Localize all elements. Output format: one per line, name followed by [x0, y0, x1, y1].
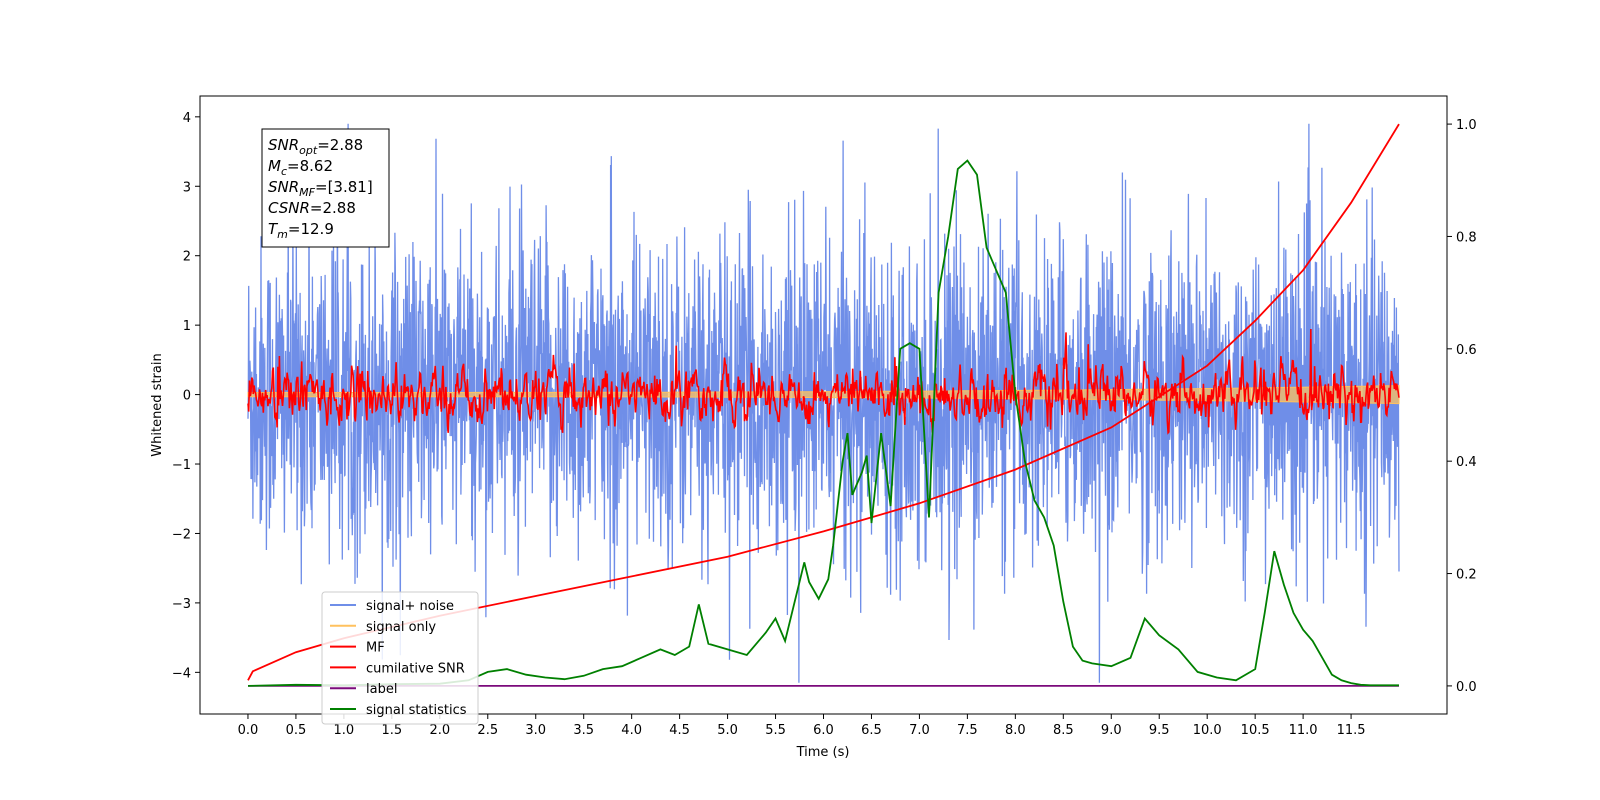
- info-subscript: c: [281, 165, 287, 178]
- x-tick-label: 6.0: [813, 723, 834, 738]
- x-tick-label: 1.0: [334, 723, 355, 738]
- info-box-line: CSNR=2.88: [268, 199, 356, 217]
- legend: signal+ noise signal only MF cumilative SNR…: [321, 591, 479, 725]
- y-tick-label: 2: [183, 250, 191, 265]
- y-tick-label: 0: [183, 389, 191, 404]
- info-box-frame: [261, 128, 390, 248]
- y-tick-label: −2: [172, 527, 191, 542]
- y-axis-ticks: 4 3 2 1 0 −1 −2 −3 −4: [172, 111, 200, 681]
- x-tick-label: 11.5: [1337, 723, 1366, 738]
- legend-entry-label: MF: [366, 641, 385, 656]
- info-value: =8.62: [287, 157, 333, 175]
- legend-frame: [321, 591, 479, 725]
- y2-axis-ticks: 1.0 0.8 0.6 0.4 0.2 0.0: [1447, 118, 1477, 695]
- info-value: =2.88: [317, 136, 363, 154]
- legend-entry-label: cumilative SNR: [366, 661, 465, 676]
- x-tick-label: 5.0: [717, 723, 738, 738]
- info-box-line: Mc=8.62: [268, 157, 333, 178]
- info-box-line: SNRMF=[3.81]: [268, 178, 373, 199]
- legend-entry-label: signal statistics: [366, 703, 467, 718]
- x-tick-label: 8.0: [1005, 723, 1026, 738]
- info-subscript: MF: [299, 186, 315, 199]
- x-tick-label: 10.0: [1193, 723, 1222, 738]
- x-axis-ticks: 0.0 0.5 1.0 1.5 2.0 2.5 3.0 3.5 4.0 4.5 5.0 5.5 6.0 6…: [238, 714, 1366, 738]
- info-box-line: Tm=12.9: [268, 220, 334, 241]
- y-axis-label: Whitened strain: [150, 353, 165, 456]
- info-symbol: SNR: [268, 178, 299, 196]
- legend-entry-label: signal only: [366, 620, 436, 635]
- series-signal-statistics-line: [247, 159, 1399, 687]
- y-tick-label: −1: [172, 458, 191, 473]
- x-tick-label: 3.0: [525, 723, 546, 738]
- x-tick-label: 3.5: [573, 723, 594, 738]
- series-signal-noise-line: [247, 123, 1400, 683]
- info-value: =12.9: [288, 220, 334, 238]
- y2-tick-label: 0.2: [1456, 568, 1477, 583]
- info-subscript: m: [277, 228, 288, 241]
- x-tick-label: 4.0: [621, 723, 642, 738]
- x-tick-label: 5.5: [765, 723, 786, 738]
- y-tick-label: −4: [172, 666, 191, 681]
- info-box-line: SNRopt=2.88: [268, 136, 363, 157]
- y2-tick-label: 0.0: [1456, 680, 1477, 695]
- info-value: =2.88: [310, 199, 356, 217]
- x-tick-label: 0.0: [238, 723, 259, 738]
- series-mf-line: [247, 328, 1400, 435]
- x-tick-label: 4.5: [669, 723, 690, 738]
- info-symbol: SNR: [268, 136, 299, 154]
- x-axis-label: Time (s): [796, 745, 850, 760]
- series-layer: [247, 123, 1400, 687]
- y-tick-label: −3: [172, 597, 191, 612]
- info-value: =[3.81]: [315, 178, 373, 196]
- y2-tick-label: 0.6: [1456, 343, 1477, 358]
- x-tick-label: 9.0: [1101, 723, 1122, 738]
- x-tick-label: 1.5: [382, 723, 403, 738]
- info-symbol: T: [268, 220, 279, 238]
- x-tick-label: 7.0: [909, 723, 930, 738]
- y2-tick-label: 0.4: [1456, 455, 1477, 470]
- x-tick-label: 9.5: [1149, 723, 1170, 738]
- y2-tick-label: 1.0: [1456, 118, 1477, 133]
- y-tick-label: 3: [183, 180, 191, 195]
- x-tick-label: 2.0: [429, 723, 450, 738]
- info-symbol: CSNR: [268, 199, 310, 217]
- info-symbol: M: [268, 157, 281, 175]
- x-tick-label: 0.5: [286, 723, 307, 738]
- y2-tick-label: 0.8: [1456, 230, 1477, 245]
- x-tick-label: 6.5: [861, 723, 882, 738]
- info-subscript: opt: [299, 144, 318, 157]
- x-tick-label: 7.5: [957, 723, 978, 738]
- x-tick-label: 11.0: [1289, 723, 1318, 738]
- info-box: SNRopt=2.88Mc=8.62SNRMF=[3.81]CSNR=2.88T…: [261, 128, 390, 248]
- legend-entry-label: signal+ noise: [366, 599, 454, 614]
- y-tick-label: 4: [183, 111, 191, 126]
- x-tick-label: 10.5: [1241, 723, 1270, 738]
- legend-entry-label: label: [366, 682, 397, 697]
- x-tick-label: 8.5: [1053, 723, 1074, 738]
- x-tick-label: 2.5: [477, 723, 498, 738]
- y-tick-label: 1: [183, 319, 191, 334]
